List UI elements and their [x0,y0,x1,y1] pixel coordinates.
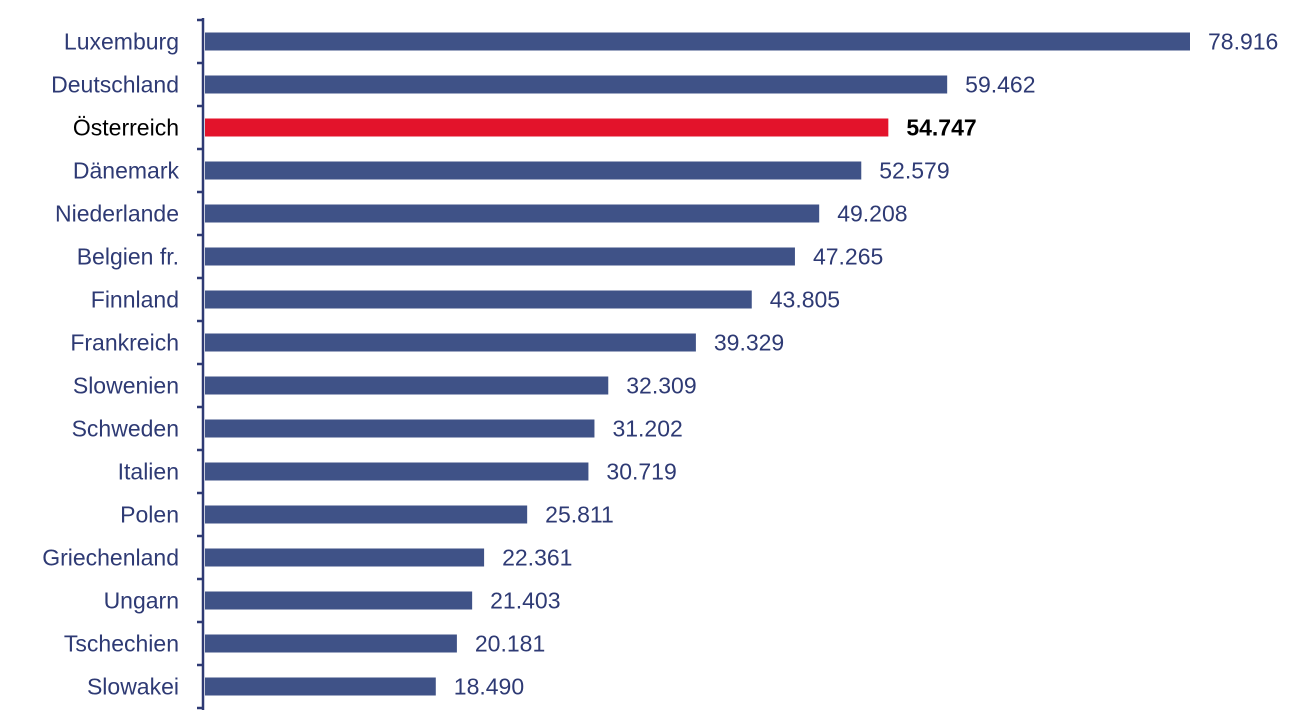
value-labels: 78.916 59.462 54.747 52.579 49.208 47.265 43.8… [454,29,1279,700]
bar-schweden [205,419,595,438]
bar-dänemark [205,161,862,180]
value-label: 52.579 [879,158,949,184]
value-label: 18.490 [454,674,524,700]
category-label: Polen [120,502,179,528]
value-label: 43.805 [770,287,840,313]
category-labels: Luxemburg Deutschland Österreich Dänemark Ni… [42,29,179,700]
bar-tschechien [205,634,457,653]
bar-slowakei [205,677,436,696]
bar-österreich [205,118,889,137]
bar-italien [205,462,589,481]
bar-luxemburg [205,32,1190,51]
category-label: Österreich [73,115,179,141]
value-label: 20.181 [475,631,545,657]
value-label: 47.265 [813,244,883,270]
bar-polen [205,505,528,524]
value-label: 22.361 [502,545,572,571]
category-label: Schweden [72,416,179,442]
category-label: Tschechien [64,631,179,657]
bars [205,32,1190,696]
category-label: Finnland [91,287,179,313]
category-label: Frankreich [70,330,179,356]
bar-ungarn [205,591,473,610]
bar-frankreich [205,333,696,352]
category-label: Niederlande [55,201,179,227]
value-label: 32.309 [626,373,696,399]
value-label: 25.811 [545,502,614,528]
y-axis-ticks [197,18,203,710]
value-label: 21.403 [490,588,560,614]
category-label: Italien [118,459,179,485]
value-label: 31.202 [612,416,682,442]
bar-niederlande [205,204,820,223]
bar-belgien-fr- [205,247,795,266]
category-label: Belgien fr. [77,244,179,270]
bar-finnland [205,290,752,309]
bar-slowenien [205,376,609,395]
category-label: Dänemark [73,158,180,184]
value-label: 49.208 [837,201,907,227]
bar-deutschland [205,75,948,94]
bar-griechenland [205,548,485,567]
category-label: Slowenien [73,373,179,399]
value-label: 30.719 [606,459,676,485]
value-label: 54.747 [906,115,976,141]
category-label: Deutschland [51,72,179,98]
category-label: Ungarn [104,588,179,614]
category-label: Slowakei [87,674,179,700]
value-label: 39.329 [714,330,784,356]
value-label: 78.916 [1208,29,1278,55]
category-label: Luxemburg [64,29,179,55]
category-label: Griechenland [42,545,179,571]
value-label: 59.462 [965,72,1035,98]
